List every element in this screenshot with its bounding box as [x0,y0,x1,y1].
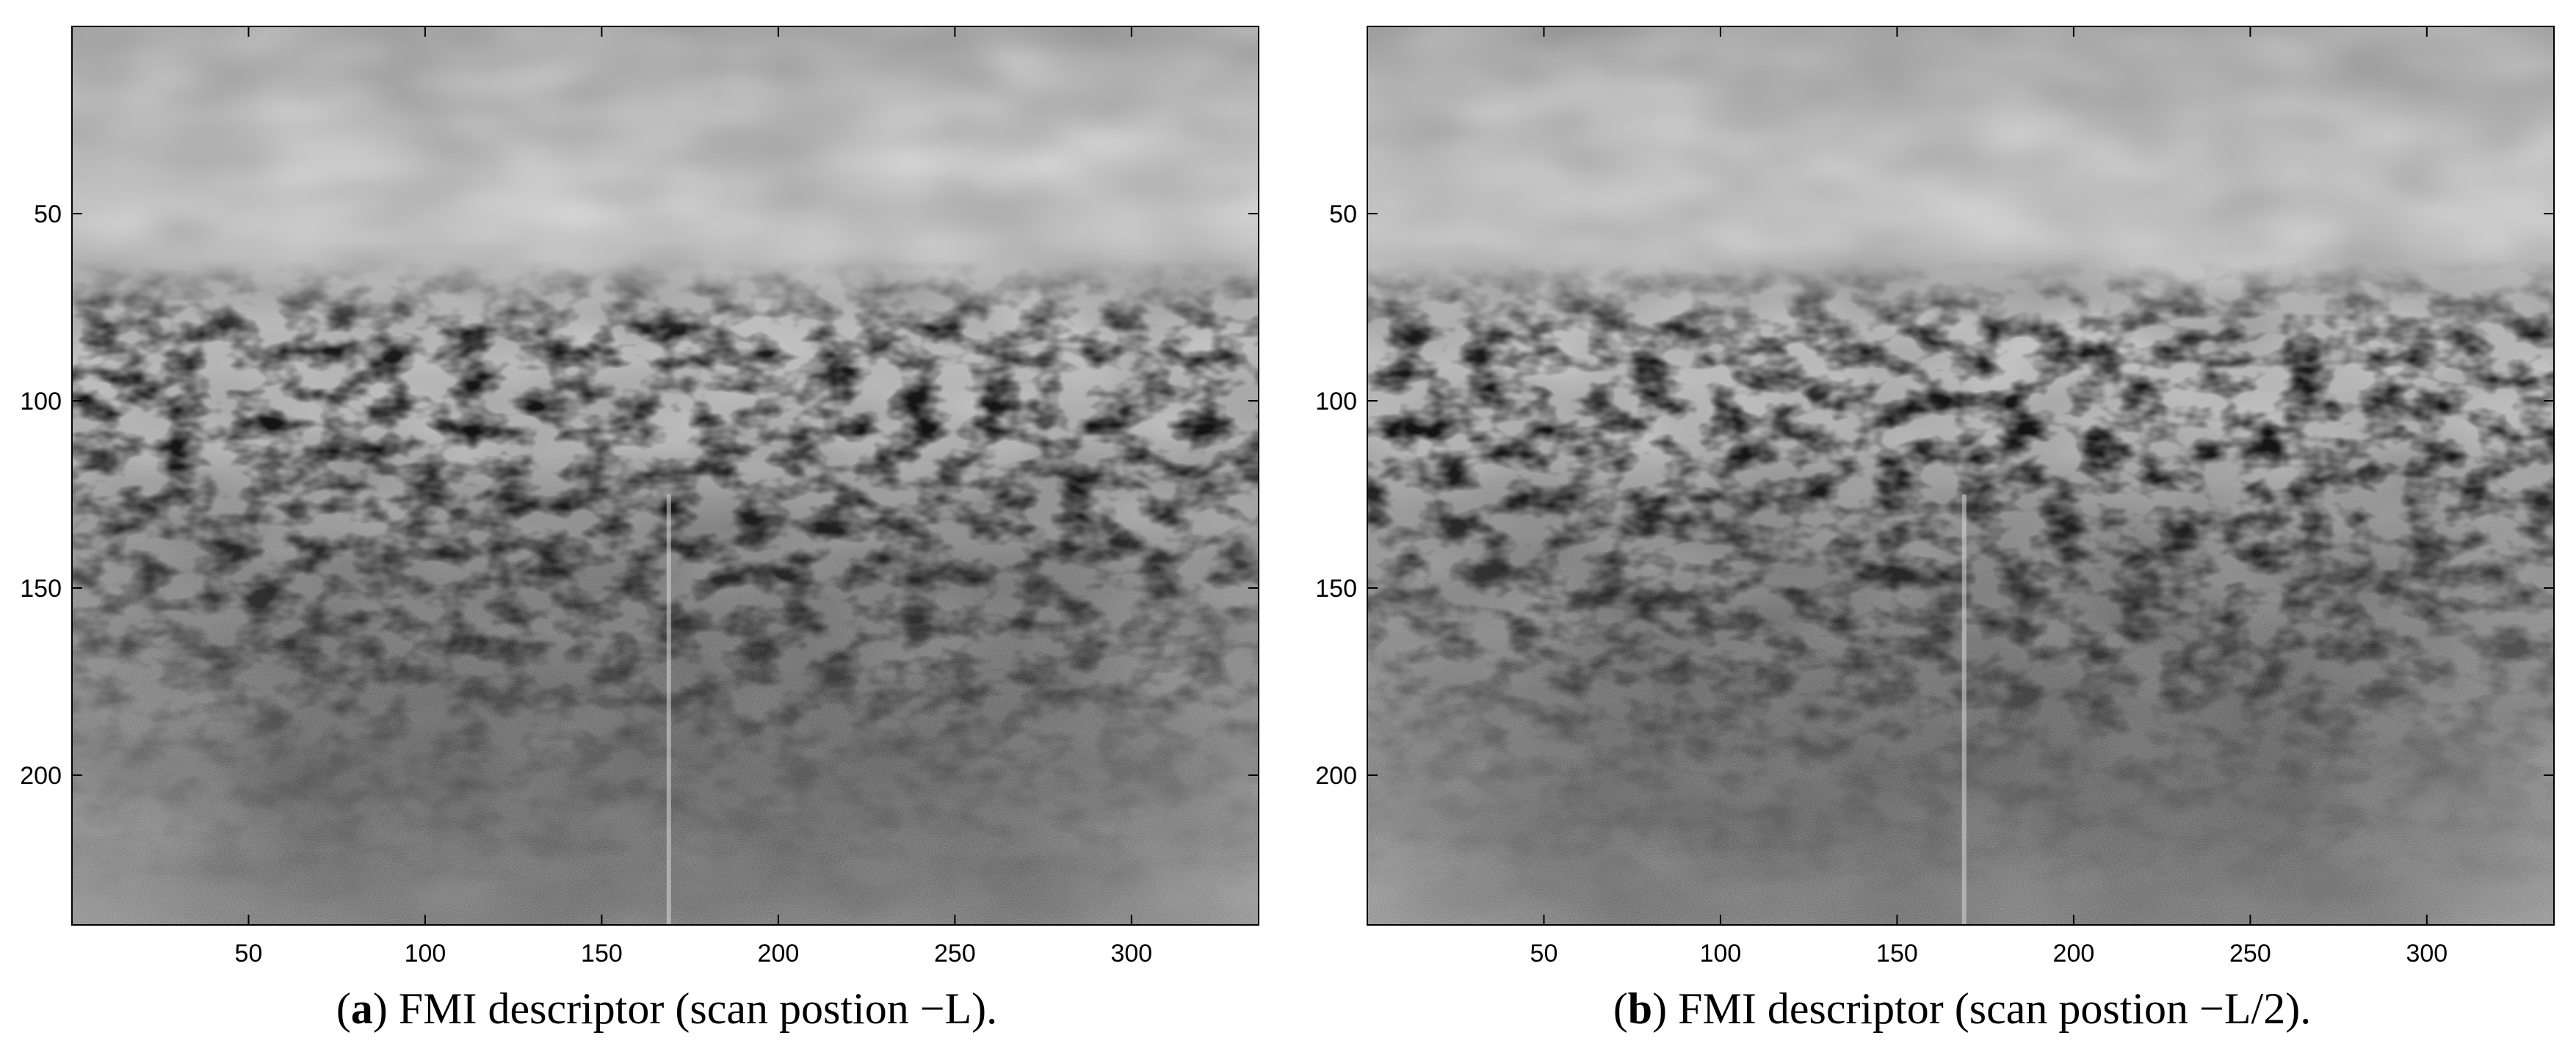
y-tick-label-a-150: 150 [20,575,62,603]
x-tick-label-a-100: 100 [405,940,446,968]
caption-b: (b) FMI descriptor (scan postion −L/2). [1367,984,2557,1034]
heatmap-image-a [72,26,1259,925]
panel-b: 50 100 150 200 250 300 50 100 150 200 [1315,26,2555,968]
x-tick-label-b-300: 300 [2406,940,2447,968]
panel-a: 50 100 150 200 250 300 50 100 150 200 [20,26,1259,968]
y-tick-label-b-200: 200 [1315,762,1357,790]
x-tick-label-b-50: 50 [1530,940,1558,968]
caption-b-letter: b [1627,984,1653,1033]
x-tick-label-b-250: 250 [2229,940,2271,968]
caption-a-paren-open: ( [336,984,351,1033]
caption-a-text: FMI descriptor (scan postion −L). [398,984,998,1033]
y-tick-label-b-100: 100 [1315,388,1357,415]
heatmap-image-b [1367,26,2554,925]
x-tick-label-a-150: 150 [581,940,623,968]
axes-frame-b [1367,26,2555,926]
x-tick-label-a-50: 50 [235,940,263,968]
caption-b-paren-close: ) [1652,984,1668,1033]
y-tick-label-b-50: 50 [1329,200,1357,228]
caption-b-paren-open: ( [1613,984,1628,1033]
caption-b-text: FMI descriptor (scan postion −L/2). [1678,984,2312,1033]
heatmap-side-light-a [72,26,1259,925]
x-tick-label-b-100: 100 [1700,940,1742,968]
y-tick-label-a-100: 100 [20,388,62,415]
y-tick-label-b-150: 150 [1315,575,1357,603]
y-tick-label-a-50: 50 [34,200,62,228]
caption-a: (a) FMI descriptor (scan postion −L). [72,984,1262,1034]
x-tick-label-a-200: 200 [758,940,800,968]
x-tick-label-a-250: 250 [934,940,976,968]
x-tick-label-b-150: 150 [1876,940,1918,968]
caption-a-letter: a [350,984,373,1033]
x-tick-label-b-200: 200 [2053,940,2095,968]
caption-a-paren-close: ) [372,984,388,1033]
y-tick-label-a-200: 200 [20,762,62,790]
axes-frame-a [71,26,1259,926]
x-tick-label-a-300: 300 [1110,940,1152,968]
heatmap-side-light-b [1367,26,2554,925]
